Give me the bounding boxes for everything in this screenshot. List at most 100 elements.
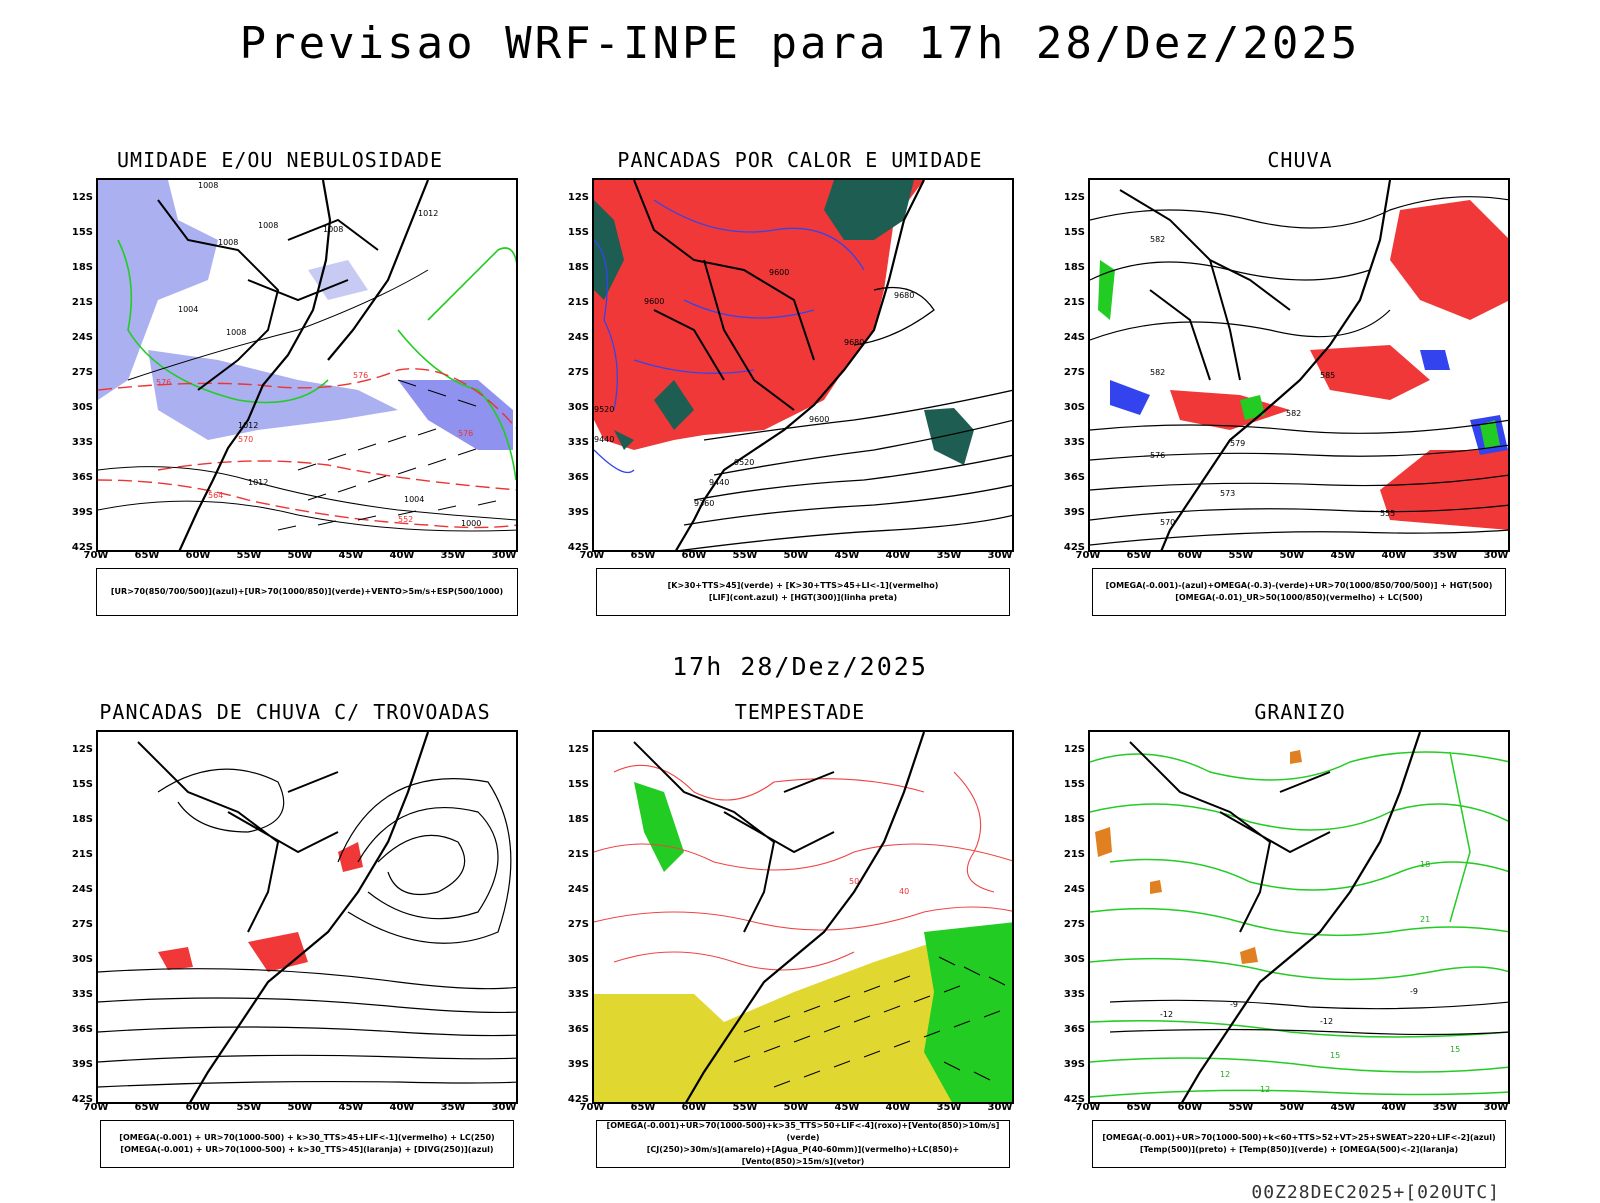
longitude-tick-label: 40W: [1381, 550, 1407, 561]
contour-label: 9520: [734, 458, 754, 467]
longitude-tick-label: 30W: [491, 550, 517, 561]
contour-label: 9600: [809, 415, 829, 424]
latitude-tick-label: 12S: [1063, 744, 1085, 755]
latitude-tick-label: 39S: [71, 507, 93, 518]
country-borders: [1119, 189, 1291, 381]
contour-label: 12: [1220, 1070, 1230, 1079]
contour-label: 9680: [894, 291, 914, 300]
latitude-tick-label: 12S: [1063, 192, 1085, 203]
latitude-tick-label: 27S: [1063, 919, 1085, 930]
latitude-tick-label: 33S: [567, 437, 589, 448]
map-umidade-graphic: 1008 1008 1012 1008 1008 1004 1008 1012 …: [98, 180, 516, 550]
convective-green-area: [594, 200, 694, 450]
latitude-tick-label: 42S: [71, 542, 93, 553]
temp850-green-contour: [1090, 751, 1508, 1098]
contour-label: 12: [1260, 1085, 1270, 1094]
map-chuva[interactable]: 582 582 585 582 579 576 573 570 555: [1088, 178, 1510, 552]
longitude-tick-label: 70W: [1075, 550, 1101, 561]
contour-label: -9: [1410, 987, 1418, 996]
legend-chuva: [OMEGA(-0.001)-(azul)+OMEGA(-0.3)-(verde…: [1092, 568, 1506, 616]
omega-orange-area: [1095, 750, 1302, 964]
contour-label: 9440: [594, 435, 614, 444]
latitude-tick-label: 36S: [567, 1024, 589, 1035]
latitude-tick-label: 36S: [71, 1024, 93, 1035]
latitude-tick-label: 15S: [1063, 227, 1085, 238]
run-timestamp: 00Z28DEC2025+[020UTC]: [1251, 1182, 1500, 1203]
longitude-tick-label: 35W: [440, 550, 466, 561]
coastline: [189, 732, 430, 1102]
contour-label: 1008: [258, 221, 278, 230]
longitude-tick-label: 55W: [1228, 1102, 1254, 1113]
contour-label: -12: [1160, 1010, 1173, 1019]
contour-label: 570: [1160, 518, 1175, 527]
legend-line: [OMEGA(-0.001)-(azul)+OMEGA(-0.3)-(verde…: [1105, 581, 1493, 590]
map-granizo[interactable]: -12 -12 -9 12 15 18 21 12 15 -9: [1088, 730, 1510, 1104]
longitude-tick-label: 35W: [1432, 1102, 1458, 1113]
legend-pancadas-calor: [K>30+TTS>45](verde) + [K>30+TTS>45+LI<-…: [596, 568, 1010, 616]
map-umidade[interactable]: 1008 1008 1012 1008 1008 1004 1008 1012 …: [96, 178, 518, 552]
latitude-tick-label: 36S: [1063, 472, 1085, 483]
longitude-tick-label: 45W: [1330, 1102, 1356, 1113]
contour-label: 1008: [218, 238, 238, 247]
wind-vectors: [733, 956, 1006, 1088]
legend-line: [OMEGA(-0.001) + UR>70(1000-500) + k>30_…: [119, 1133, 495, 1142]
contour-label: 9360: [694, 499, 714, 508]
latitude-tick-label: 24S: [1063, 332, 1085, 343]
longitude-tick-label: 65W: [630, 1102, 656, 1113]
longitude-tick-label: 40W: [1381, 1102, 1407, 1113]
longitude-tick-label: 40W: [885, 550, 911, 561]
latitude-tick-label: 24S: [567, 884, 589, 895]
latitude-tick-label: 33S: [71, 989, 93, 1000]
contour-label: 50: [849, 877, 859, 886]
latitude-tick-label: 21S: [1063, 849, 1085, 860]
latitude-tick-label: 27S: [71, 919, 93, 930]
contour-label: 582: [1150, 368, 1165, 377]
latitude-tick-label: 39S: [71, 1059, 93, 1070]
latitude-tick-label: 12S: [71, 192, 93, 203]
latitude-tick-label: 42S: [71, 1094, 93, 1105]
contour-label: 9440: [709, 478, 729, 487]
map-granizo-graphic: -12 -12 -9 12 15 18 21 12 15 -9: [1090, 732, 1508, 1102]
longitude-tick-label: 50W: [287, 550, 313, 561]
latitude-tick-label: 21S: [567, 849, 589, 860]
longitude-tick-label: 65W: [134, 550, 160, 561]
latitude-tick-label: 30S: [71, 402, 93, 413]
wind-green-area: [634, 782, 684, 872]
latitude-tick-label: 12S: [71, 744, 93, 755]
map-pancadas-calor[interactable]: 9600 9600 9680 9680 9600 9520 9440 9360 …: [592, 178, 1014, 552]
longitude-tick-label: 50W: [783, 1102, 809, 1113]
latitude-tick-label: 24S: [71, 332, 93, 343]
hgt300-contour: [679, 286, 1012, 550]
map-trovoadas[interactable]: [96, 730, 518, 1104]
longitude-tick-label: 60W: [681, 1102, 707, 1113]
latitude-tick-label: 15S: [71, 779, 93, 790]
convective-green-area: [824, 180, 914, 240]
latitude-tick-label: 27S: [71, 367, 93, 378]
rain-blue-area: [1110, 350, 1508, 455]
lif-contour: [594, 199, 865, 474]
contour-label: 552: [398, 515, 413, 524]
contour-label: 1008: [226, 328, 246, 337]
longitude-tick-label: 60W: [185, 550, 211, 561]
jet-yellow-area: [594, 932, 1012, 1102]
humidity-high-area: [148, 350, 398, 440]
contour-label: 555: [1380, 509, 1395, 518]
rain-red-area: [1380, 450, 1508, 530]
contour-label: 1004: [178, 305, 198, 314]
map-tempestade[interactable]: 50 40: [592, 730, 1014, 1104]
latitude-tick-label: 39S: [1063, 1059, 1085, 1070]
latitude-tick-label: 36S: [567, 472, 589, 483]
latitude-tick-label: 18S: [1063, 814, 1085, 825]
contour-label: 585: [1320, 371, 1335, 380]
longitude-tick-label: 60W: [1177, 1102, 1203, 1113]
longitude-tick-label: 60W: [681, 550, 707, 561]
latitude-tick-label: 15S: [1063, 779, 1085, 790]
latitude-tick-label: 15S: [567, 227, 589, 238]
longitude-tick-label: 65W: [1126, 550, 1152, 561]
legend-line: [OMEGA(-0.01)_UR>50(1000/850)(vermelho) …: [1175, 593, 1423, 602]
longitude-tick-label: 50W: [1279, 550, 1305, 561]
legend-line: [OMEGA(-0.001) + UR>70(1000-500) + k>30_…: [120, 1145, 494, 1154]
coastline: [685, 732, 926, 1102]
contour-label: 9680: [844, 338, 864, 347]
contour-label: 1012: [418, 209, 438, 218]
